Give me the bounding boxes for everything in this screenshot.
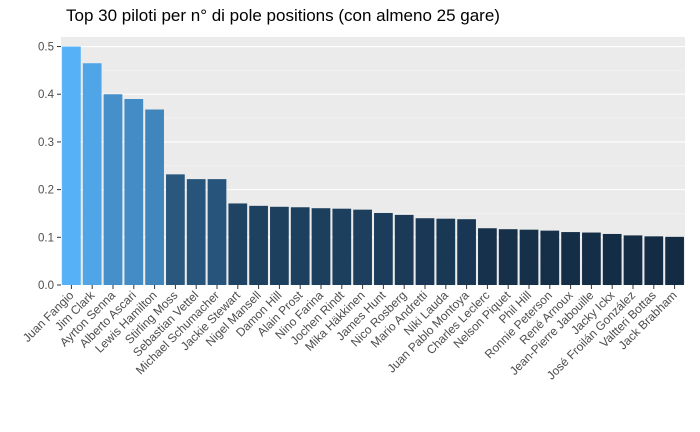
bar-22 xyxy=(519,229,539,285)
bar-24 xyxy=(561,232,580,285)
bar-9 xyxy=(249,205,268,285)
bar-1 xyxy=(82,63,102,285)
y-tick-label: 0.5 xyxy=(38,42,54,54)
bar-15 xyxy=(374,212,393,285)
bar-3 xyxy=(124,99,144,285)
y-tick-label: 0.1 xyxy=(38,232,54,244)
bar-10 xyxy=(270,206,289,285)
bar-7 xyxy=(207,179,227,285)
bar-25 xyxy=(582,232,601,285)
bar-0 xyxy=(62,46,81,286)
y-tick-label: 0.3 xyxy=(38,137,54,149)
bar-2 xyxy=(103,94,123,285)
bars xyxy=(62,46,684,286)
bar-19 xyxy=(457,219,476,285)
plot-panel xyxy=(61,37,685,285)
bar-18 xyxy=(436,218,456,285)
bar-28 xyxy=(644,236,664,285)
bar-11 xyxy=(290,207,310,285)
y-tick-label: 0.0 xyxy=(38,280,54,292)
chart-title: Top 30 piloti per n° di pole positions (… xyxy=(66,6,500,25)
bar-27 xyxy=(623,235,643,285)
bar-5 xyxy=(166,174,185,285)
bar-16 xyxy=(394,214,414,285)
bar-12 xyxy=(311,208,331,285)
bar-8 xyxy=(228,203,248,285)
bar-20 xyxy=(478,228,497,285)
y-tick-label: 0.2 xyxy=(38,185,54,197)
bar-29 xyxy=(665,236,684,285)
bar-17 xyxy=(415,218,435,285)
bar-21 xyxy=(498,229,518,285)
grid-lines xyxy=(61,45,685,286)
y-axis: 0.0 0.1 0.2 0.3 0.4 0.5 xyxy=(38,42,61,292)
y-tick-label: 0.4 xyxy=(38,89,55,101)
bar-23 xyxy=(540,230,560,285)
bar-4 xyxy=(145,109,164,285)
bar-14 xyxy=(353,209,372,285)
bar-13 xyxy=(332,208,352,285)
bar-6 xyxy=(186,179,206,285)
bar-26 xyxy=(602,233,622,285)
